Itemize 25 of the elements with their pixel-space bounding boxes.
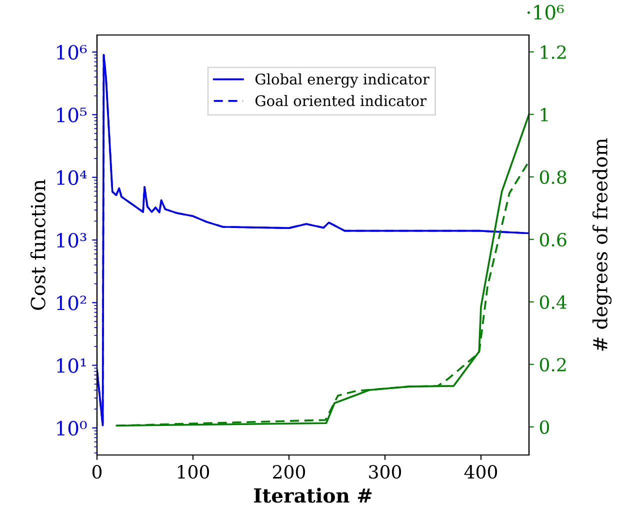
y2-axis-title: # degrees of freedom (592, 138, 612, 351)
text: ·10⁶ (527, 4, 564, 20)
legend-label: Goal oriented indicator (255, 94, 427, 106)
y2-tick-label: 0.8 (540, 170, 566, 184)
y-tick-label: 10³ (57, 232, 86, 248)
y-tick-label: 10⁴ (57, 170, 87, 185)
y2-tick-label: 0 (540, 420, 550, 434)
y2-tick-label: 1.2 (540, 45, 566, 59)
y-tick-label: 10² (57, 296, 86, 310)
y2-tick-label: 0.6 (540, 232, 566, 246)
y-tick-label: 10¹ (57, 358, 86, 373)
y-tick-label: 10⁰ (57, 420, 87, 436)
y-axis-title: Cost function (30, 180, 46, 310)
x-tick-label: 100 (178, 465, 210, 479)
y-tick-label: 10⁶ (57, 44, 87, 60)
y2-tick-label: 0.2 (540, 358, 566, 372)
x-tick-label: 0 (92, 465, 102, 479)
y2-tick-label: 0.4 (540, 295, 567, 309)
y-tick-label: 10⁵ (57, 108, 87, 122)
x-tick-label: 300 (369, 465, 402, 479)
x-tick-label: 200 (272, 465, 306, 479)
y2-tick-label: 1 (540, 108, 548, 122)
x-tick-label: 400 (464, 465, 498, 479)
x-axis-title: Iteration # (254, 488, 372, 503)
legend-label: Global energy indicator (255, 73, 430, 88)
